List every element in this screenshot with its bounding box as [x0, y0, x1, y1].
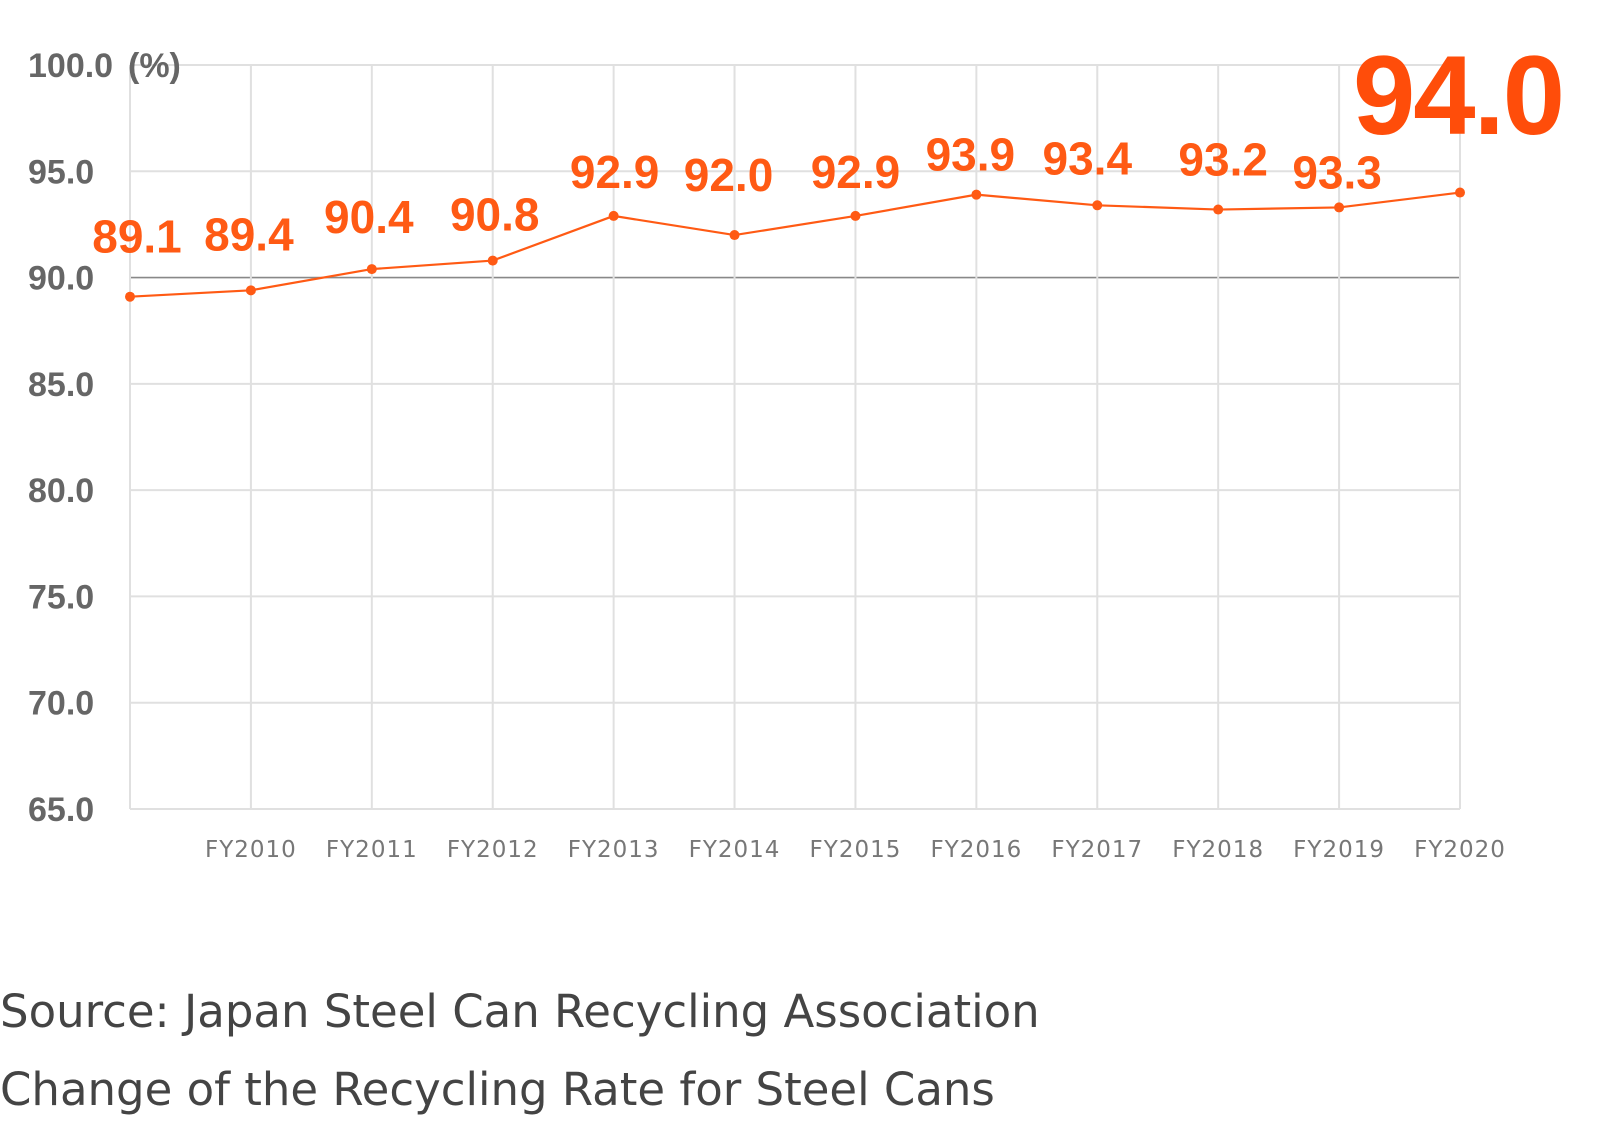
data-label: 92.9 [811, 146, 901, 198]
data-point [1334, 202, 1345, 213]
data-point [245, 285, 256, 296]
data-point [487, 255, 498, 266]
y-tick-label: 95.0 [28, 153, 94, 191]
x-tick-label: FY2014 [689, 837, 781, 863]
x-tick-label: FY2019 [1293, 837, 1385, 863]
line-chart: 100.0 (%) 95.0 90.0 85.0 80.0 75.0 70.0 65.0 FY2… [28, 33, 1565, 863]
data-label: 89.4 [204, 208, 294, 260]
y-axis-unit: (%) [128, 47, 181, 85]
chart-title-caption: Change of the Recycling Rate for Steel C… [0, 1063, 995, 1116]
data-point [1213, 204, 1224, 215]
data-label: 93.2 [1178, 134, 1268, 186]
x-tick-label: FY2012 [447, 837, 539, 863]
y-tick-label: 75.0 [28, 578, 94, 616]
data-point [608, 210, 619, 221]
x-tick-label: FY2017 [1051, 837, 1143, 863]
source-caption: Source: Japan Steel Can Recycling Associ… [0, 985, 1040, 1038]
y-tick-label: 70.0 [28, 685, 94, 723]
y-tick-label: 80.0 [28, 472, 94, 510]
data-label: 90.4 [324, 191, 414, 243]
x-tick-label: FY2018 [1172, 837, 1264, 863]
data-label: 93.9 [926, 129, 1016, 181]
y-tick-label: 100.0 [28, 47, 113, 85]
data-point [125, 291, 135, 302]
data-point [971, 189, 982, 200]
data-label: 93.3 [1292, 146, 1382, 198]
x-tick-label: FY2013 [568, 837, 660, 863]
data-point [366, 264, 377, 275]
y-tick-label: 85.0 [28, 366, 94, 404]
y-axis: 100.0 (%) 95.0 90.0 85.0 80.0 75.0 70.0 65.0 [28, 47, 181, 829]
data-label: 93.4 [1043, 132, 1133, 184]
data-point [1092, 200, 1103, 211]
series-polyline [129, 191, 1461, 298]
x-tick-label: FY2015 [810, 837, 902, 863]
data-point [1455, 187, 1465, 198]
data-label: 89.1 [92, 211, 182, 263]
data-point [850, 210, 861, 221]
y-tick-label: 90.0 [28, 260, 94, 298]
x-tick-label: FY2020 [1414, 837, 1506, 863]
chart-grid [129, 64, 1461, 810]
x-tick-label: FY2010 [205, 837, 297, 863]
x-tick-label: FY2016 [930, 837, 1022, 863]
data-point [729, 230, 740, 241]
data-label: 92.9 [570, 146, 660, 198]
series-line [125, 187, 1465, 302]
x-axis: FY2010 FY2011 FY2012 FY2013 FY2014 FY2015 FY20… [205, 837, 1506, 863]
y-tick-label: 65.0 [28, 791, 94, 829]
data-labels: 89.1 89.4 90.4 90.8 92.9 92.0 92.9 93.9 93.4 93.2… [92, 33, 1565, 263]
data-label: 92.0 [684, 149, 774, 201]
data-label: 90.8 [450, 189, 540, 241]
data-label-highlight: 94.0 [1353, 33, 1563, 158]
x-tick-label: FY2011 [326, 837, 418, 863]
